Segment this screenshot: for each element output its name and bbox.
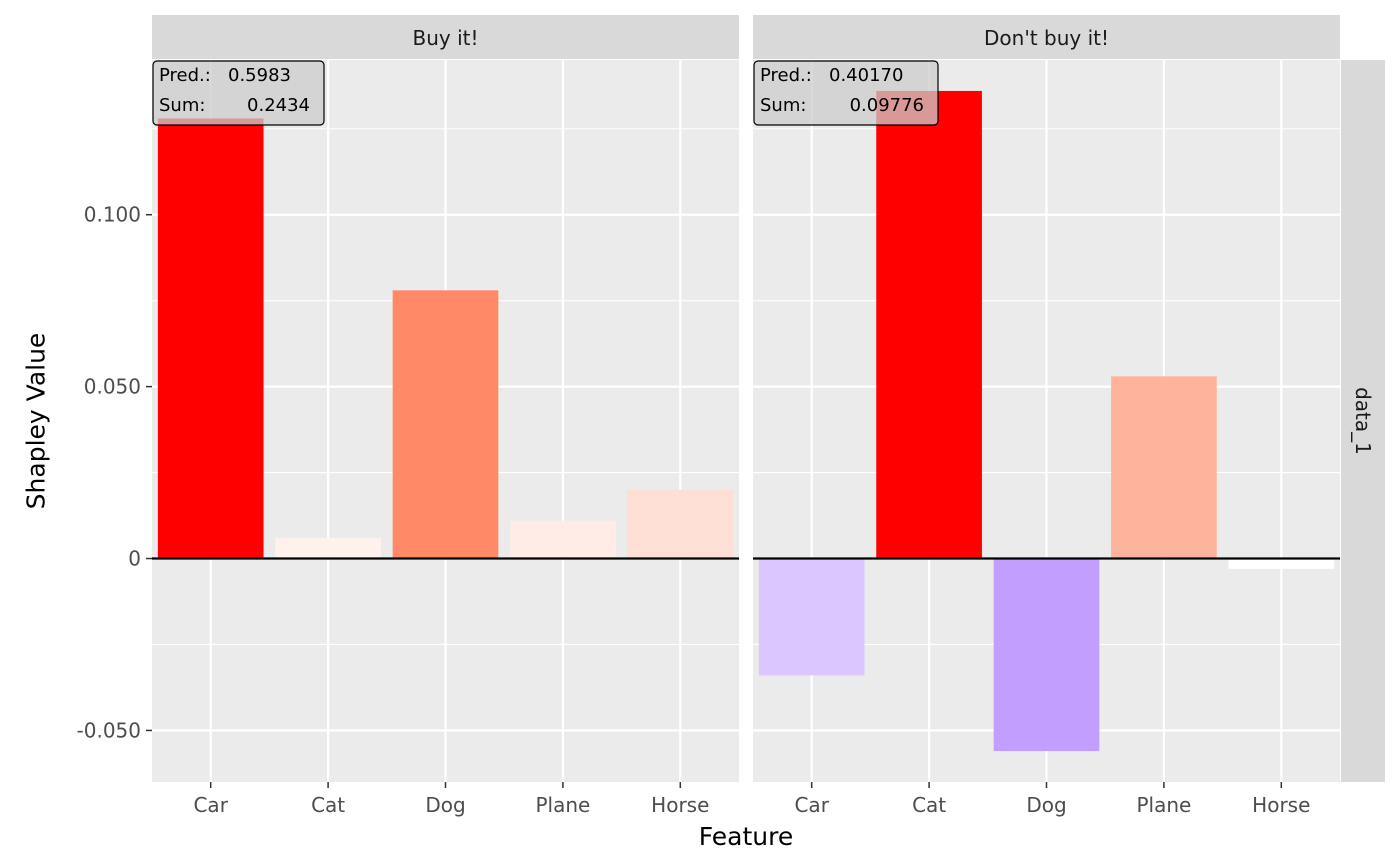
x-tick-label: Horse bbox=[1252, 793, 1310, 817]
bar-car bbox=[758, 558, 865, 676]
x-tick-label: Cat bbox=[311, 793, 345, 817]
bar-dog bbox=[993, 558, 1100, 752]
y-tick-label: 0.100 bbox=[84, 203, 141, 227]
prediction-label-box bbox=[152, 60, 325, 126]
facet-strip bbox=[152, 15, 739, 59]
x-tick-label: Plane bbox=[535, 793, 590, 817]
bar-plane bbox=[1111, 376, 1217, 559]
facet-strip-label: Buy it! bbox=[412, 26, 478, 50]
y-tick-label: -0.050 bbox=[77, 718, 141, 742]
pred-label: Pred.: bbox=[760, 65, 812, 86]
bar-horse bbox=[1228, 558, 1335, 569]
bar-plane bbox=[510, 520, 616, 559]
x-tick-label: Horse bbox=[651, 793, 709, 817]
bar-cat bbox=[275, 537, 381, 559]
bar-cat bbox=[876, 90, 982, 559]
x-tick-label: Dog bbox=[425, 793, 465, 817]
x-tick-label: Car bbox=[193, 793, 228, 817]
x-tick-label: Car bbox=[794, 793, 829, 817]
prediction-label-box bbox=[753, 60, 939, 126]
pred-label: Pred.: bbox=[159, 65, 211, 86]
x-tick-label: Dog bbox=[1026, 793, 1066, 817]
row-strip bbox=[1341, 60, 1385, 782]
row-strip-label: data_1 bbox=[1351, 387, 1375, 455]
panel-1: Buy it! Car Cat Dog Plane Horse Pred.: 0.5983 Su… bbox=[152, 15, 739, 817]
pred-value: 0.40170 bbox=[829, 65, 903, 86]
x-axis-title: Feature bbox=[699, 822, 793, 851]
sum-label: Sum: bbox=[159, 95, 205, 116]
facet-strip-label: Don't buy it! bbox=[984, 26, 1109, 50]
y-tick-label: 0.050 bbox=[84, 375, 141, 399]
bar-car bbox=[157, 118, 264, 559]
facet-strip bbox=[753, 15, 1340, 59]
panel-2: Don't buy it! Car Cat Dog Plane Horse Pred.: 0.… bbox=[753, 15, 1340, 817]
y-axis: -0.050 0 0.050 0.100 bbox=[77, 203, 152, 742]
x-tick-label: Plane bbox=[1136, 793, 1191, 817]
pred-value: 0.5983 bbox=[228, 65, 291, 86]
y-tick-label: 0 bbox=[128, 547, 141, 571]
y-axis-title: Shapley Value bbox=[22, 333, 51, 510]
x-tick-label: Cat bbox=[912, 793, 946, 817]
bar-dog bbox=[392, 290, 499, 559]
sum-value: 0.09776 bbox=[850, 95, 924, 116]
bar-horse bbox=[627, 489, 734, 559]
sum-value: 0.2434 bbox=[247, 95, 310, 116]
sum-label: Sum: bbox=[760, 95, 806, 116]
